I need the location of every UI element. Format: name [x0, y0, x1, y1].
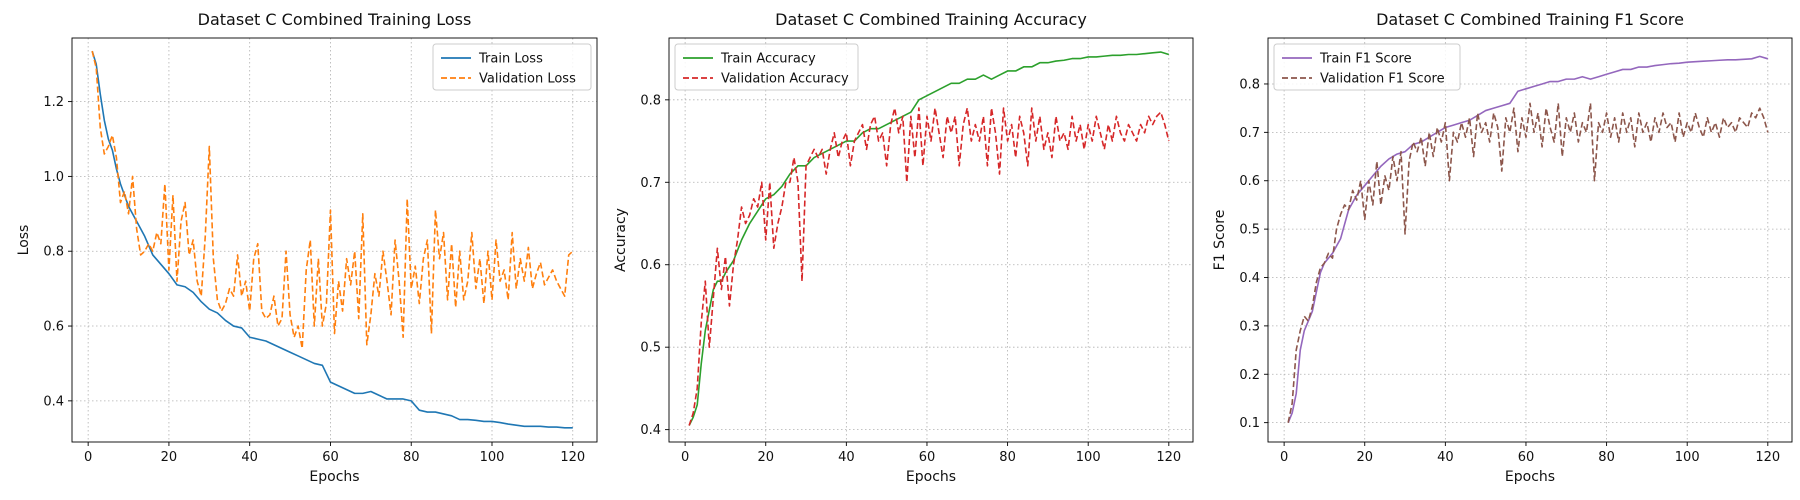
- chart-title: Dataset C Combined Training F1 Score: [1376, 10, 1684, 29]
- y-tick-label: 0.5: [640, 341, 661, 356]
- x-tick-label: 0: [1280, 450, 1288, 465]
- chart-panel-2: 0 20 40 60 80 100 120 0.4 0.5 0.6 0.7 0.8 Dataset C …: [613, 10, 1194, 485]
- x-tick-label: 60: [919, 450, 936, 465]
- plot-frame: [668, 37, 1194, 443]
- x-tick-label: 100: [1675, 450, 1700, 465]
- y-tick-label: 0.4: [43, 394, 64, 409]
- plot-frame: [71, 37, 598, 443]
- legend: Train Accuracy Validation Accuracy: [674, 43, 859, 91]
- y-tick-label: 0.8: [43, 245, 64, 260]
- series-line-2: [688, 107, 1170, 426]
- y-tick-label: 1.2: [43, 95, 64, 110]
- legend-box: [432, 43, 592, 91]
- x-tick-label: 80: [999, 450, 1016, 465]
- x-tick-label: 100: [1076, 450, 1101, 465]
- y-tick-label: 0.7: [640, 176, 661, 191]
- x-tick-label: 20: [161, 450, 178, 465]
- y-tick-label: 0.6: [43, 320, 64, 335]
- x-tick-label: 0: [681, 450, 689, 465]
- chart-title: Dataset C Combined Training Loss: [198, 10, 472, 29]
- x-tick-label: 80: [1598, 450, 1615, 465]
- y-tick-label: 0.6: [640, 258, 661, 273]
- x-tick-label: 60: [1518, 450, 1535, 465]
- legend-label: Train Accuracy: [720, 52, 816, 67]
- y-tick-label: 0.4: [1239, 271, 1260, 286]
- y-tick-label: 0.8: [1239, 77, 1260, 92]
- y-tick-label: 0.3: [1239, 319, 1260, 334]
- x-axis-label: Epochs: [906, 469, 956, 485]
- y-tick-label: 0.5: [1239, 223, 1260, 238]
- x-tick-label: 20: [1356, 450, 1373, 465]
- y-tick-label: 0.7: [1239, 126, 1260, 141]
- x-tick-label: 40: [241, 450, 258, 465]
- legend-box: [674, 43, 859, 91]
- x-tick-label: 20: [757, 450, 774, 465]
- y-axis-label: Loss: [16, 225, 32, 256]
- series-line-1: [1287, 55, 1769, 423]
- plot-frame: [1267, 37, 1793, 443]
- x-tick-label: 100: [480, 450, 505, 465]
- legend: Train F1 Score Validation F1 Score: [1273, 43, 1461, 91]
- x-tick-label: 40: [838, 450, 855, 465]
- x-axis-label: Epochs: [309, 469, 359, 485]
- legend: Train Loss Validation Loss: [432, 43, 592, 91]
- y-tick-label: 1.0: [43, 170, 64, 185]
- series-line-2: [1287, 102, 1769, 423]
- x-tick-label: 40: [1437, 450, 1454, 465]
- x-tick-label: 0: [84, 450, 92, 465]
- x-tick-label: 80: [403, 450, 420, 465]
- series-line-1: [91, 50, 573, 429]
- series-line-1: [688, 51, 1170, 426]
- series-line-2: [91, 50, 574, 350]
- legend-label: Validation Accuracy: [721, 72, 849, 87]
- legend-label: Train Loss: [478, 52, 543, 67]
- y-axis-label: F1 Score: [1212, 210, 1228, 271]
- x-tick-label: 120: [560, 450, 585, 465]
- legend-label: Validation F1 Score: [1320, 72, 1445, 87]
- y-axis-label: Accuracy: [613, 208, 629, 272]
- x-tick-label: 120: [1156, 450, 1181, 465]
- legend-box: [1273, 43, 1461, 91]
- chart-panel-3: 0 20 40 60 80 100 120 0.1 0.2 0.3 0.4 0.5 0.6 0.7 0.8 D…: [1212, 10, 1793, 485]
- chart-panel-1: 0 20 40 60 80 100 120 0.4 0.6 0.8 1.0 1.2 Dataset C …: [16, 10, 598, 485]
- legend-label: Validation Loss: [479, 72, 576, 87]
- y-tick-label: 0.6: [1239, 174, 1260, 189]
- x-tick-label: 60: [322, 450, 339, 465]
- x-tick-label: 120: [1755, 450, 1780, 465]
- legend-label: Train F1 Score: [1319, 52, 1412, 67]
- y-tick-label: 0.4: [640, 423, 661, 438]
- y-tick-label: 0.2: [1239, 368, 1260, 383]
- chart-title: Dataset C Combined Training Accuracy: [775, 10, 1087, 29]
- x-axis-label: Epochs: [1505, 469, 1555, 485]
- y-tick-label: 0.1: [1239, 416, 1260, 431]
- y-tick-label: 0.8: [640, 93, 661, 108]
